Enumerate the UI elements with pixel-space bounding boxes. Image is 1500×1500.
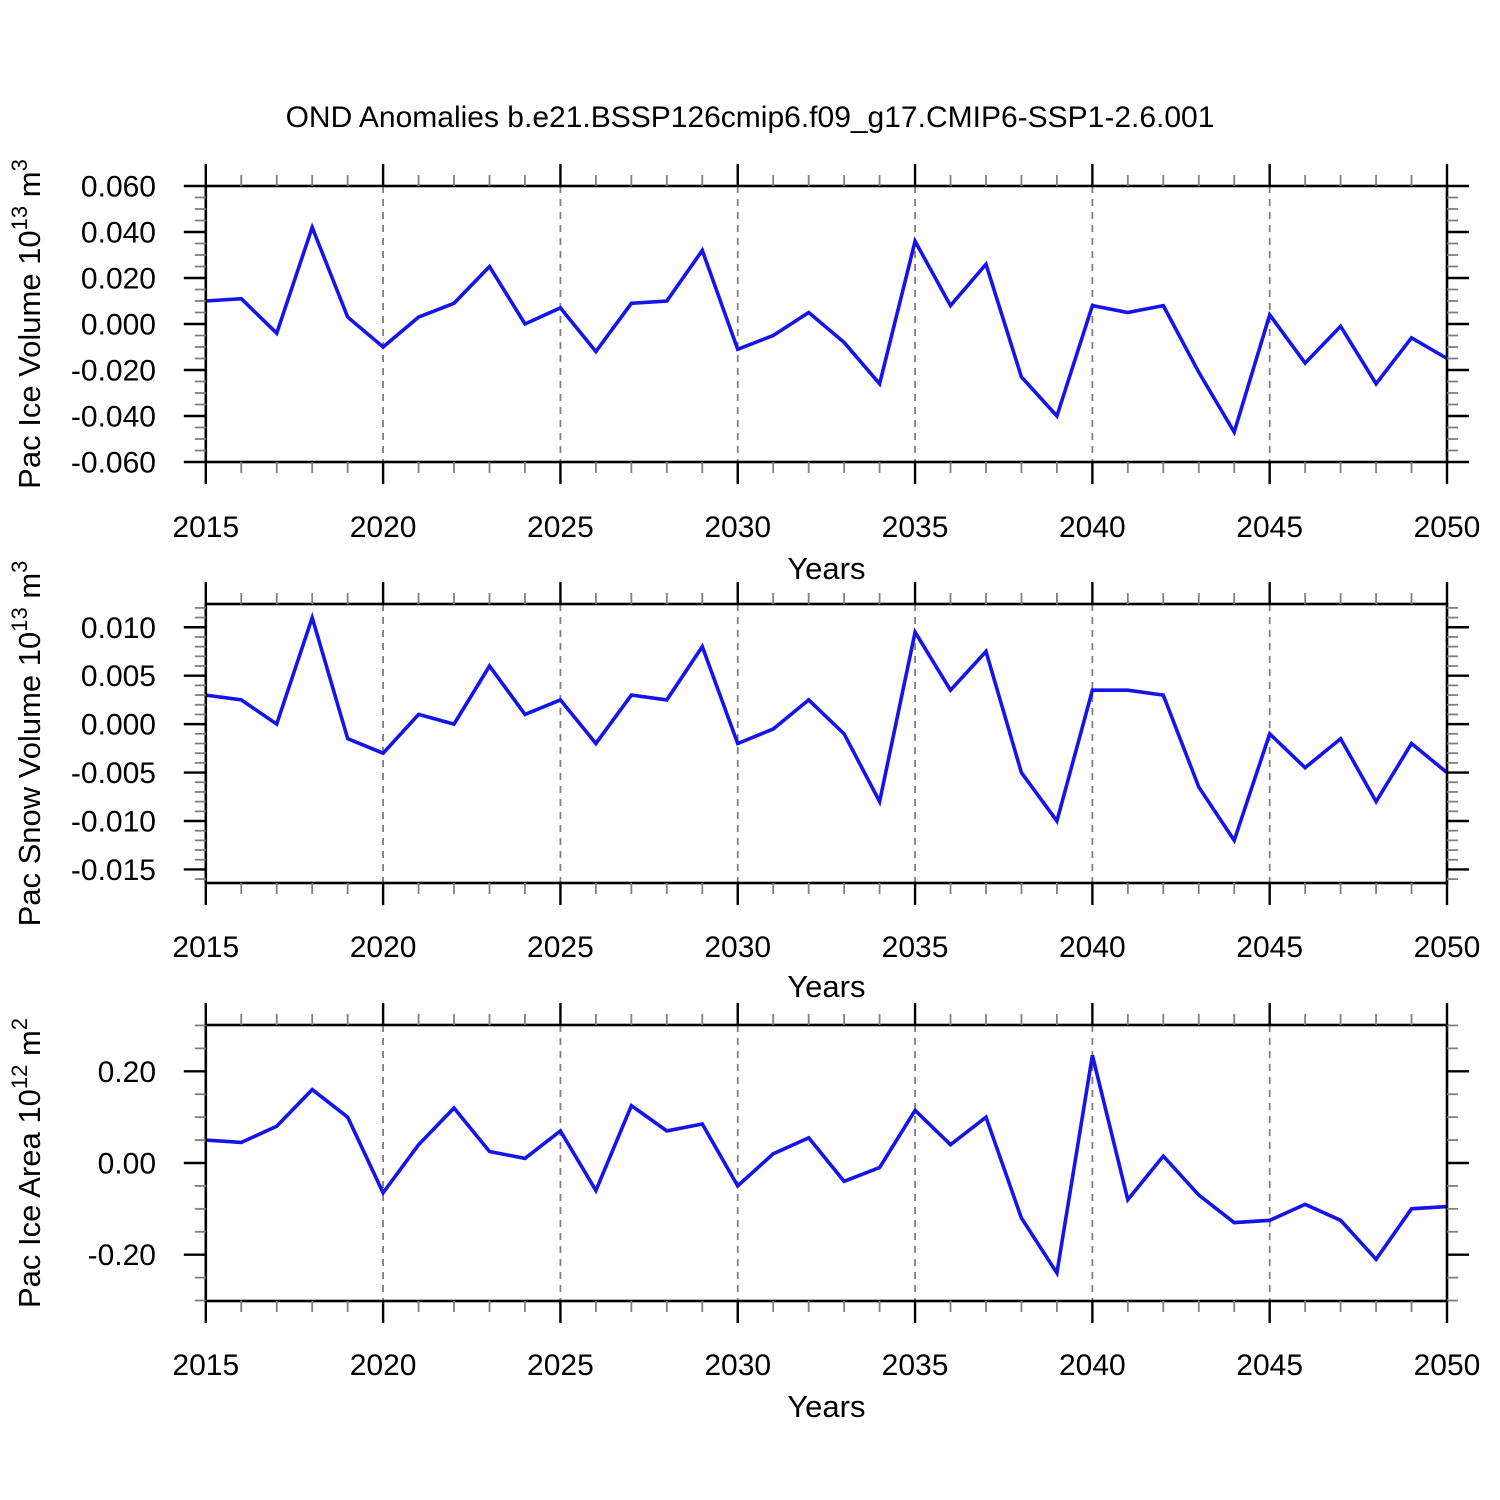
x-tick-label: 2040 — [1059, 511, 1126, 544]
y-tick-label: -0.005 — [71, 757, 156, 790]
y-tick-label: 0.000 — [81, 309, 156, 342]
gridlines — [382, 604, 1271, 883]
y-tick-label: 0.010 — [81, 612, 156, 645]
x-tick-label: 2030 — [704, 511, 771, 544]
data-line-pac-ice-area — [205, 1054, 1448, 1278]
x-tick-label: 2025 — [527, 1349, 594, 1382]
x-tick-label: 2035 — [882, 511, 949, 544]
y-tick-label: -0.040 — [71, 401, 156, 434]
plot-frame — [204, 1023, 1449, 1303]
x-tick-label: 2030 — [704, 1349, 771, 1382]
y-tick-label: -0.060 — [71, 447, 156, 480]
gridlines — [382, 186, 1271, 462]
x-tick-label: 2050 — [1414, 511, 1481, 544]
x-tick-label: 2045 — [1236, 1349, 1303, 1382]
x-tick-label: 2020 — [350, 1349, 417, 1382]
x-tick-label: 2045 — [1236, 511, 1303, 544]
y-tick-label: 0.005 — [81, 660, 156, 693]
figure-title: OND Anomalies b.e21.BSSP126cmip6.f09_g17… — [285, 101, 1215, 134]
y-tick-label: 0.040 — [81, 217, 156, 250]
y-axis-title: Pac Ice Area 1012 m2 — [7, 1018, 47, 1308]
x-tick-label: 2040 — [1059, 931, 1126, 964]
x-tick-label: 2050 — [1414, 1349, 1481, 1382]
x-tick-label: 2015 — [172, 511, 239, 544]
x-tick-label: 2020 — [350, 931, 417, 964]
x-tick-label: 2030 — [704, 931, 771, 964]
plot-frame — [204, 184, 1449, 464]
y-tick-label: -0.015 — [71, 854, 156, 887]
data-line-pac-ice-volume — [205, 222, 1448, 437]
y-tick-label: -0.010 — [71, 806, 156, 839]
axis-ticks — [183, 1003, 1469, 1323]
panel-pac-snow-volume: 0.010 0.005 0.000 -0.005 -0.010 -0.015 2015 202… — [7, 561, 1480, 1004]
x-tick-label: 2035 — [882, 1349, 949, 1382]
y-axis-title: Pac Ice Volume 1013 m3 — [7, 159, 47, 489]
y-axis-title: Pac Snow Volume 1013 m3 — [7, 561, 47, 927]
y-tick-label: 0.020 — [81, 263, 156, 296]
y-tick-label: 0.00 — [98, 1148, 156, 1181]
axis-ticks — [183, 164, 1469, 484]
axis-ticks — [183, 582, 1469, 905]
x-tick-label: 2025 — [527, 931, 594, 964]
y-tick-label: 0.20 — [98, 1056, 156, 1089]
x-axis-title: Years — [787, 969, 865, 1004]
y-tick-label: 0.000 — [81, 709, 156, 742]
x-tick-label: 2035 — [882, 931, 949, 964]
panel-pac-ice-volume: 0.060 0.040 0.020 0.000 -0.020 -0.040 -0.060 20… — [7, 159, 1480, 586]
panel-pac-ice-area: 0.20 0.00 -0.20 2015 2020 2025 2030 2035 2040 204… — [7, 1003, 1480, 1424]
y-tick-label: 0.060 — [81, 171, 156, 204]
data-line-pac-snow-volume — [205, 611, 1449, 845]
y-tick-label: -0.020 — [71, 355, 156, 388]
x-tick-label: 2045 — [1236, 931, 1303, 964]
x-tick-label: 2025 — [527, 511, 594, 544]
x-tick-label: 2020 — [350, 511, 417, 544]
x-axis-title: Years — [787, 1389, 865, 1424]
x-axis-title: Years — [787, 551, 865, 586]
x-tick-label: 2015 — [172, 931, 239, 964]
x-tick-label: 2015 — [172, 1349, 239, 1382]
x-tick-label: 2050 — [1414, 931, 1481, 964]
y-tick-label: -0.20 — [88, 1239, 156, 1272]
x-tick-label: 2040 — [1059, 1349, 1126, 1382]
gridlines — [382, 1025, 1271, 1301]
